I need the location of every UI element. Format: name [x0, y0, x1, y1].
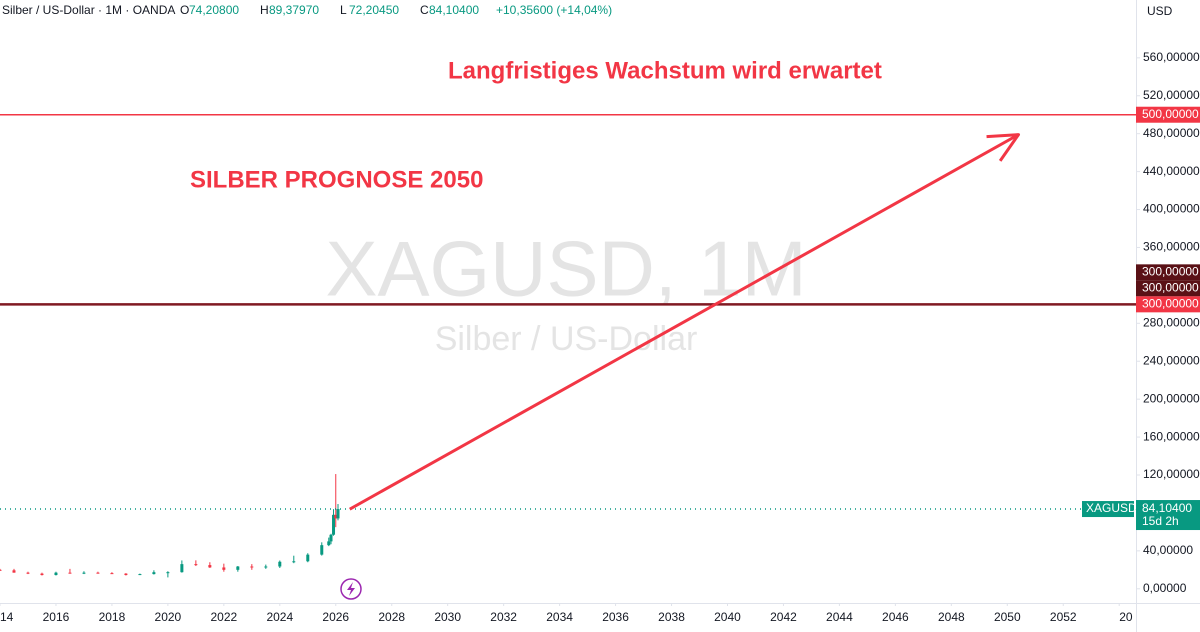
candle-body	[54, 572, 58, 576]
y-tick-label: 120,00000	[1143, 467, 1200, 481]
ohlc-label: H	[260, 3, 269, 17]
y-tick-label: 240,00000	[1143, 353, 1200, 367]
candle-body	[320, 545, 324, 555]
ohlc-value: 84,10400	[429, 3, 479, 17]
candle-body	[336, 509, 340, 519]
x-tick-label: 2018	[99, 610, 126, 624]
x-tick-label: 2048	[938, 610, 965, 624]
price-label: 300,00000	[1142, 265, 1199, 279]
x-tick-label: 2028	[378, 610, 405, 624]
x-tick-label: 2052	[1050, 610, 1077, 624]
price-label-bg	[1136, 296, 1200, 313]
candle-body	[222, 567, 226, 570]
watermark-subtitle: Silber / US-Dollar	[435, 320, 698, 358]
x-tick-label: 2046	[882, 610, 909, 624]
price-label: 300,00000	[1142, 297, 1199, 311]
candle-body	[12, 570, 16, 573]
candle-body	[329, 534, 333, 542]
x-tick-label: 2032	[490, 610, 517, 624]
last-price-countdown: 15d 2h	[1142, 514, 1179, 528]
candle-body	[194, 564, 198, 566]
candle-body	[236, 566, 240, 570]
x-tick-label: 2040	[714, 610, 741, 624]
y-tick-label: 560,00000	[1143, 50, 1200, 64]
candle-body	[208, 565, 212, 568]
x-tick-label: 2038	[658, 610, 685, 624]
candle-body	[110, 573, 114, 575]
x-tick-label: 2030	[434, 610, 461, 624]
price-label-bg	[1136, 264, 1200, 281]
x-tick-label: 2026	[322, 610, 349, 624]
annotation: SILBER PROGNOSE 2050	[190, 166, 483, 193]
candle-body	[327, 541, 331, 546]
x-tick-label: 2044	[826, 610, 853, 624]
candle-body	[278, 561, 282, 567]
x-tick-label: 2050	[994, 610, 1021, 624]
x-tick-label: 20	[1119, 610, 1133, 624]
x-tick-label: 2016	[43, 610, 70, 624]
ohlc-value: 89,37970	[269, 3, 319, 17]
price-label: 500,00000	[1142, 107, 1199, 121]
last-price-label: 84,10400	[1142, 501, 1192, 515]
y-tick-label: 360,00000	[1143, 240, 1200, 254]
y-tick-label: 40,00000	[1143, 543, 1193, 557]
last-price-symbol-bg	[1082, 501, 1134, 518]
header-change: +10,35600 (+14,04%)	[496, 3, 612, 17]
candle-body	[152, 572, 156, 575]
x-tick-label: 14	[0, 610, 14, 624]
price-label: 300,00000	[1142, 281, 1199, 295]
y-tick-label: 440,00000	[1143, 164, 1200, 178]
last-price-symbol: XAGUSD	[1086, 501, 1137, 515]
annotation: Langfristiges Wachstum wird erwartet	[448, 57, 882, 84]
y-tick-label: 480,00000	[1143, 126, 1200, 140]
candle-body	[82, 572, 86, 574]
ohlc-label: O	[180, 3, 189, 17]
candle-body	[264, 566, 268, 568]
candle-body	[0, 569, 2, 571]
trend-arrow	[349, 133, 1020, 511]
y-tick-label: 160,00000	[1143, 429, 1200, 443]
candle-body	[180, 564, 184, 573]
candle-body	[306, 554, 310, 562]
header-symbol: Silber / US-Dollar · 1M · OANDA	[2, 3, 175, 17]
arrow-head	[986, 133, 1020, 162]
candle-body	[26, 572, 30, 574]
candle-body	[332, 514, 336, 535]
x-tick-label: 2022	[210, 610, 237, 624]
candle-body	[166, 572, 170, 574]
ohlc-value: 72,20450	[349, 3, 399, 17]
x-tick-label: 2042	[770, 610, 797, 624]
ohlc-label: L	[340, 3, 347, 17]
price-label-bg	[1136, 106, 1200, 123]
candle-body	[292, 561, 296, 563]
last-price-bg	[1136, 500, 1200, 531]
x-tick-label: 2036	[602, 610, 629, 624]
y-tick-label: 0,00000	[1143, 581, 1187, 595]
x-tick-label: 2034	[546, 610, 573, 624]
y-tick-label: 200,00000	[1143, 391, 1200, 405]
x-tick-label: 2020	[155, 610, 182, 624]
watermark-title: XAGUSD, 1M	[325, 225, 806, 313]
ohlc-label: C	[420, 3, 429, 17]
y-tick-label: 280,00000	[1143, 315, 1200, 329]
candle-body	[40, 573, 44, 576]
ohlc-value: 74,20800	[189, 3, 239, 17]
candle-body	[124, 573, 128, 576]
x-tick-label: 2024	[266, 610, 293, 624]
y-tick-label: 520,00000	[1143, 88, 1200, 102]
candle-body	[250, 566, 254, 568]
y-tick-label: 400,00000	[1143, 202, 1200, 216]
candle-body	[68, 572, 72, 574]
candle-body	[138, 574, 142, 576]
candle-body	[334, 514, 338, 519]
candle-body	[96, 572, 100, 574]
event-icon-bolt	[347, 582, 355, 596]
y-unit: USD	[1147, 4, 1173, 18]
price-label-bg	[1136, 280, 1200, 297]
